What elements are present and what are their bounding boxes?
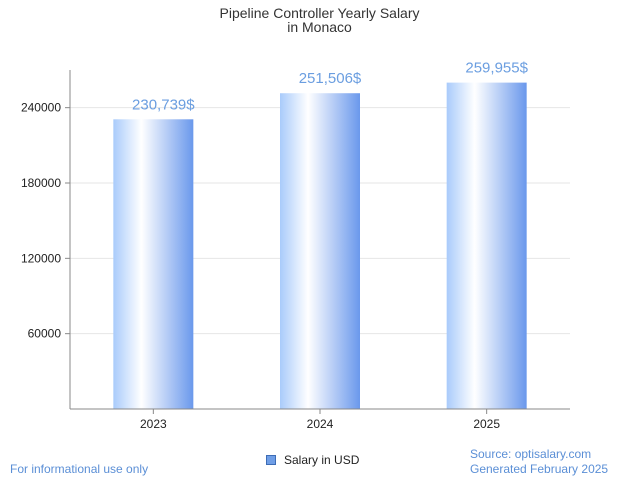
axes [65, 70, 570, 414]
y-tick-label: 180000 [21, 176, 61, 190]
y-tick-label: 60000 [28, 327, 62, 341]
footer-disclaimer: For informational use only [10, 462, 149, 476]
data-label: 251,506$ [299, 70, 362, 87]
data-label: 259,955$ [465, 60, 528, 77]
y-tick-label: 240000 [21, 101, 61, 115]
chart-title-line-1: Pipeline Controller Yearly Salary [219, 5, 420, 21]
chart-title-line-2: in Monaco [287, 19, 352, 35]
y-tick-label: 120000 [21, 251, 61, 265]
footer-source: Source: optisalary.com [470, 447, 592, 461]
bars [113, 82, 527, 409]
x-tick-label: 2023 [140, 417, 167, 431]
bar-2025 [446, 82, 527, 409]
legend: Salary in USD [266, 451, 359, 469]
footer-generated: Generated February 2025 [470, 462, 609, 476]
x-tick-label: 2024 [307, 417, 334, 431]
labels: 60000 120000 180000 240000 2023 230,739$ 2024 2… [21, 60, 529, 431]
legend-label: Salary in USD [284, 453, 360, 467]
legend-swatch [266, 455, 276, 465]
data-label: 230,739$ [132, 96, 195, 113]
x-tick-label: 2025 [473, 417, 500, 431]
bar-2023 [113, 119, 194, 409]
bar-2024 [280, 93, 360, 409]
